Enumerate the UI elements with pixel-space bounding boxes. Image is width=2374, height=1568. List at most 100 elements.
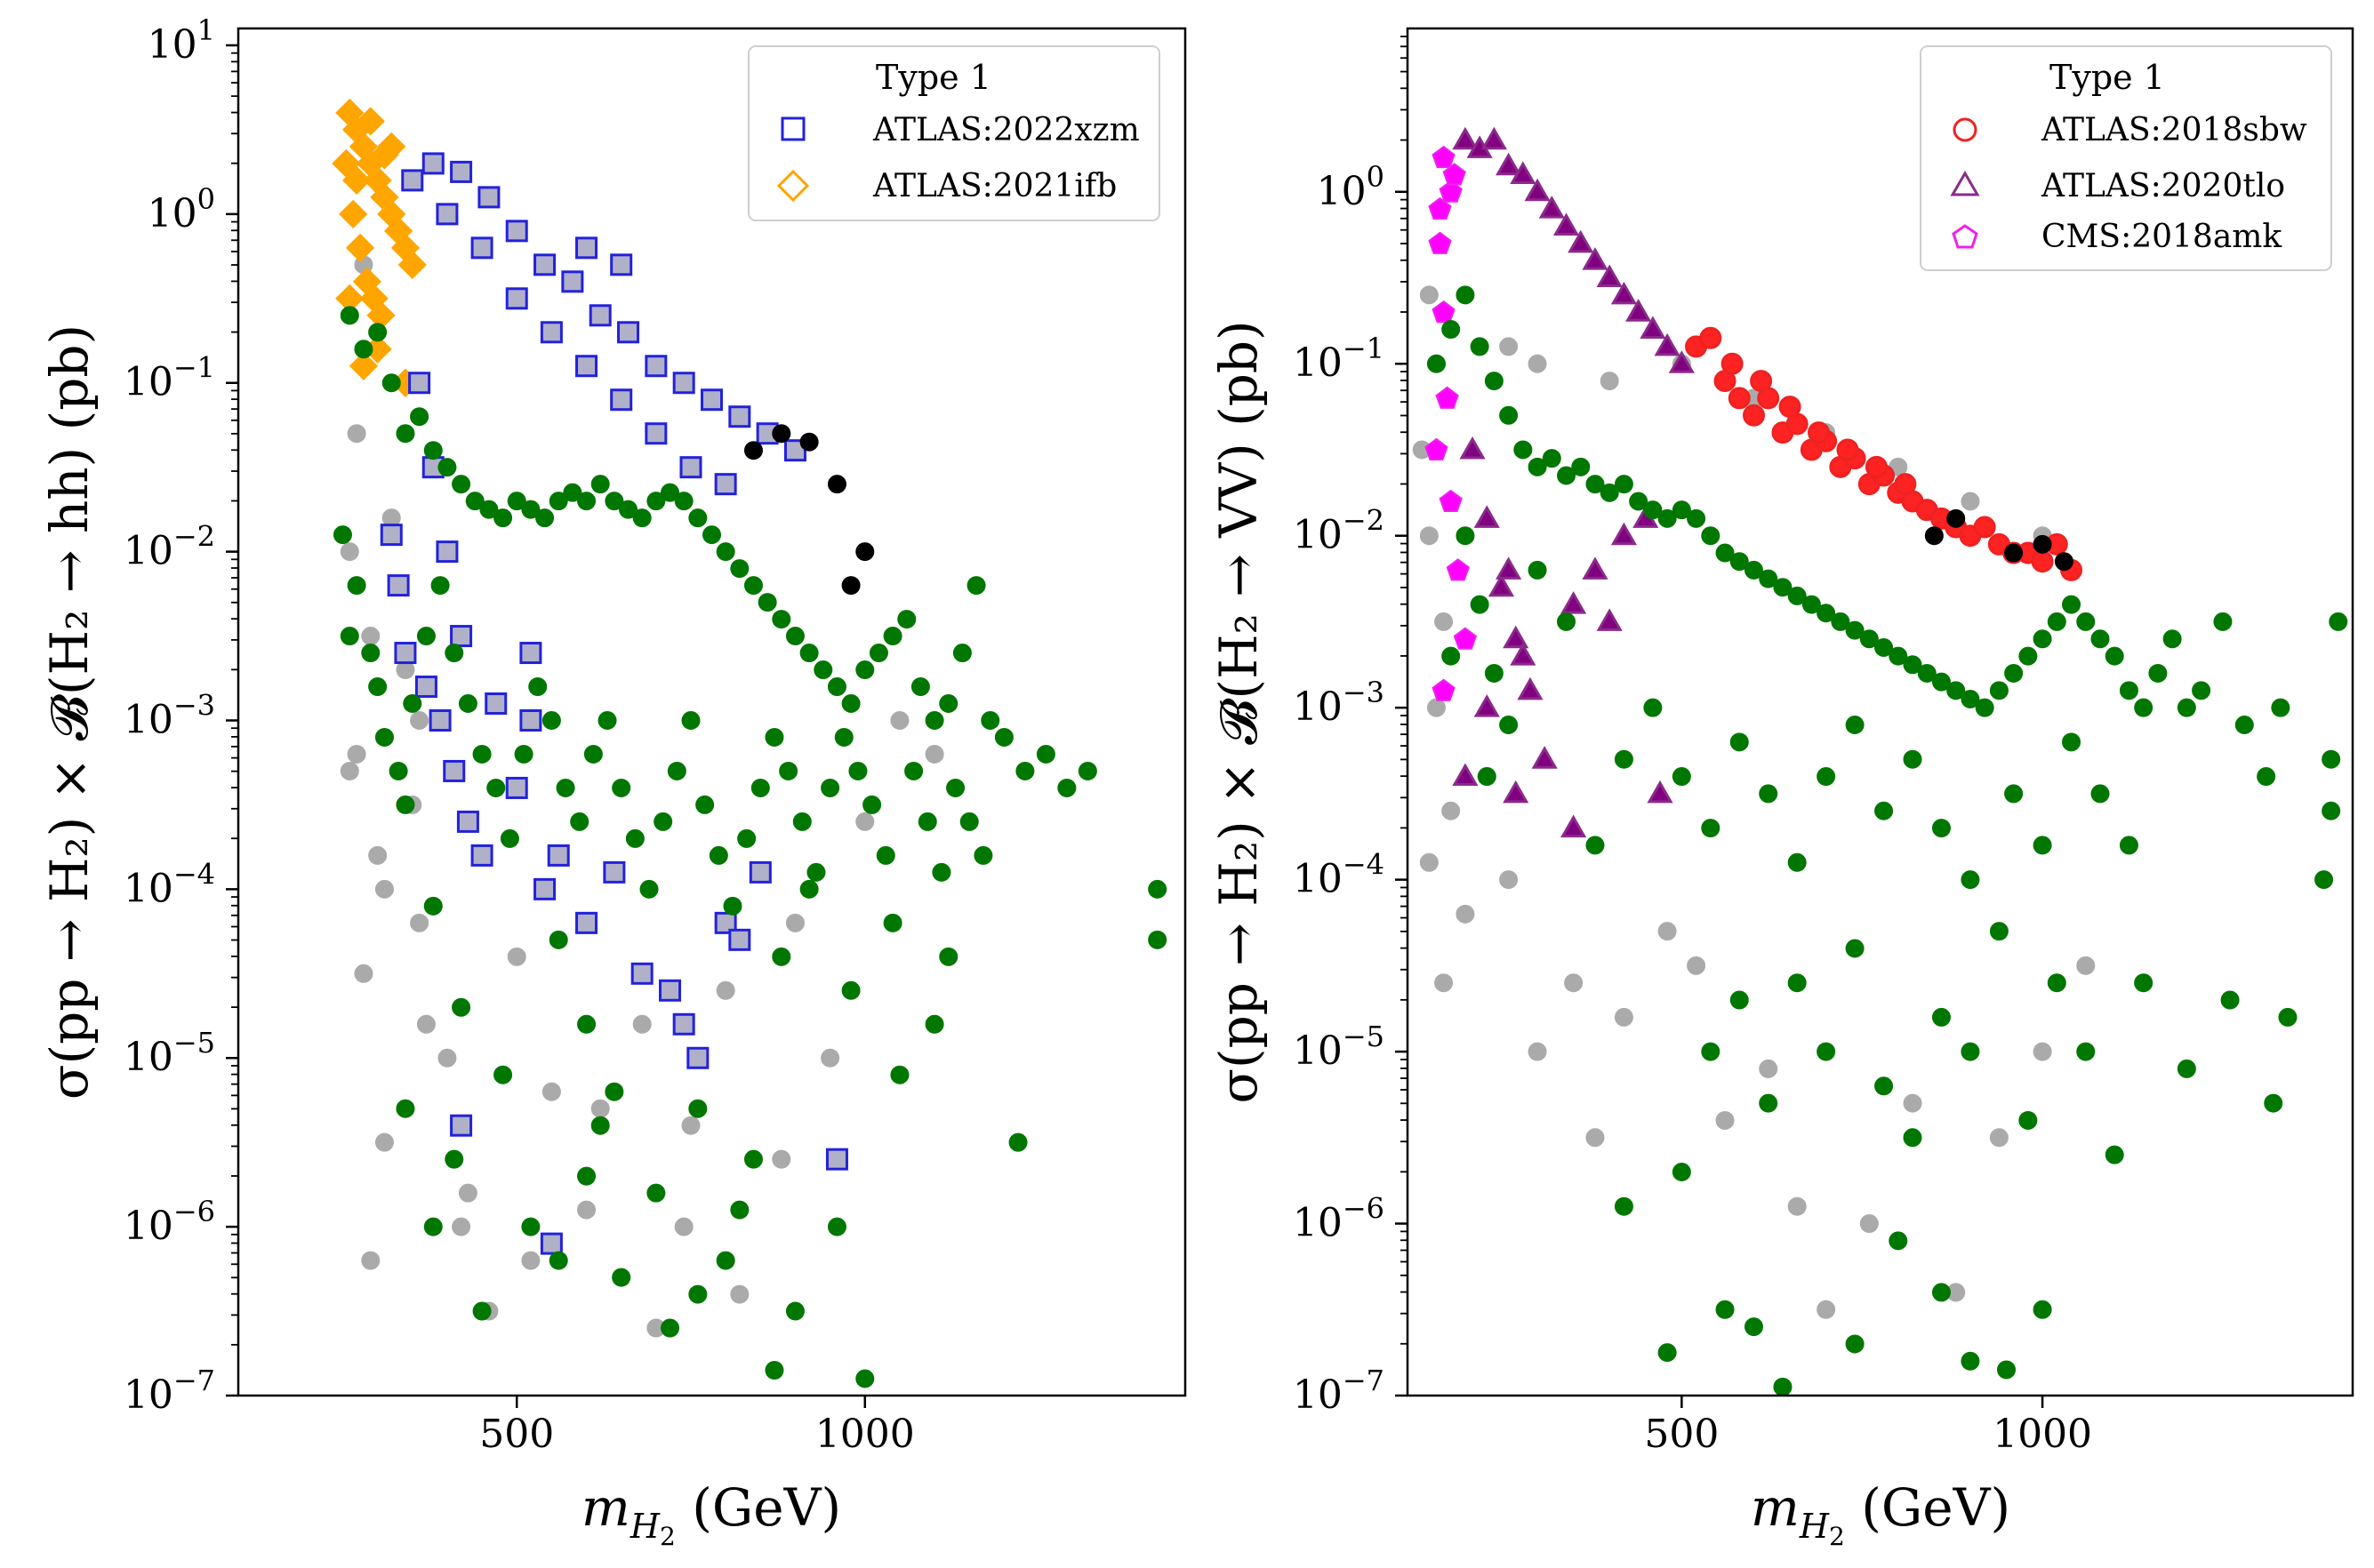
left-point-green [1036,744,1055,764]
right-point-green [1470,337,1489,356]
right-point-purple [1596,608,1623,631]
left-point-orange [339,199,368,228]
left-point-green [855,660,875,680]
right-point-green [1470,595,1489,614]
left-point-blue [686,1046,710,1069]
right-point-green [1715,543,1735,563]
left-point-gray [361,1251,381,1270]
right-point-green [2322,801,2341,820]
left-point-blue [728,928,751,951]
left-point-green [381,373,401,393]
diamond-marker-icon [776,169,810,203]
right-point-green [1845,939,1865,958]
left-point-green [785,627,805,646]
right-point-green [2004,663,2024,683]
right-point-green [1989,922,2009,941]
right-point-green [1817,604,1836,623]
left-point-green [479,500,499,519]
right-point-green [1672,767,1691,787]
left-point-gray [590,1099,610,1118]
right-point-green [1744,1317,1763,1337]
left-point-blue [603,860,626,884]
left-point-green [994,727,1014,747]
right-point-green [1701,819,1720,838]
right-point-magenta [1442,163,1466,186]
left-point-blue [470,844,493,867]
left-point-green [925,1014,944,1034]
left-point-gray [396,660,415,680]
right-legend: Type 1 ATLAS:2018sbw ATLAS:2020tlo CMS:2… [1920,45,2332,271]
right-point-green [1614,1196,1633,1216]
left-point-green [834,727,854,747]
left-point-green [876,845,895,865]
right-point-black [1946,508,1966,528]
square-marker-icon [781,116,806,141]
left-point-blue [436,540,459,564]
right-point-gray [2033,1042,2052,1061]
right-point-green [2105,1145,2124,1164]
left-point-green [1148,930,1167,949]
left-points [332,98,1167,1388]
left-point-green [654,812,673,831]
left-point-orange [332,148,361,179]
left-chart: 500 1000 101 100 10−1 10−2 10−3 10−4 10−5 10−6 10−… [39,13,1187,1551]
left-point-green [966,576,986,596]
left-point-blue [505,287,528,310]
right-point-green [1585,836,1605,855]
right-point-green [2213,612,2233,631]
right-point-purple [1668,350,1695,373]
right-point-green [2220,990,2240,1010]
left-point-green [605,492,624,511]
left-point-green [605,1082,624,1101]
left-point-gray [681,1116,701,1135]
right-point-magenta [1432,678,1456,701]
right-point-purple [1596,264,1623,288]
right-point-black [2004,543,2024,563]
right-legend-entry-cms-2018amk: CMS:2018amk [2041,219,2282,255]
right-point-green [1744,560,1763,580]
left-point-green [507,492,526,511]
right-point-green [1629,492,1648,511]
right-point-green [1975,698,1994,717]
right-x-axis-label: mH2 (GeV) [1751,1477,2010,1551]
left-point-green [806,862,826,882]
left-point-green [590,475,610,494]
right-point-purple [1480,126,1507,150]
left-point-green [932,862,951,882]
right-point-green [2062,732,2081,752]
left-point-green [688,1284,708,1304]
left-point-green [1148,879,1167,899]
left-point-green [556,778,575,797]
left-point-green [862,795,882,814]
left-point-green [1015,761,1035,780]
left-point-blue [659,979,682,1002]
right-point-green [1903,655,1922,675]
left-point-green [827,1217,846,1236]
right-points [1412,126,2348,1396]
right-point-green [1831,612,1850,631]
right-point-purple [1510,161,1536,184]
left-axes: 500 1000 101 100 10−1 10−2 10−3 10−4 10−5 10−6 10−… [124,13,915,1457]
left-y-tick-label: 10−1 [124,351,215,405]
left-point-gray [632,1014,652,1034]
right-point-green [2234,716,2254,735]
left-point-green [340,306,359,325]
right-y-tick-label: 10−6 [1293,1192,1384,1246]
right-legend-entry-atlas-2020tlo: ATLAS:2020tlo [2041,168,2285,204]
right-point-gray [1419,285,1439,305]
right-point-gray [1499,337,1519,356]
left-point-green [521,1217,541,1236]
left-point-green [841,980,861,1000]
right-y-tick-label: 10−1 [1293,332,1384,386]
left-point-blue [519,642,542,665]
left-point-green [758,593,777,612]
left-point-green [549,930,568,949]
left-point-gray [374,879,394,899]
right-point-gray [2076,956,2096,975]
right-point-green [2192,681,2211,700]
right-y-axis-label: σ(pp → H₂) × 𝓑(H₂ → VV) (pb) [1208,320,1269,1103]
right-point-purple [1459,436,1486,460]
left-point-green [716,542,735,562]
left-point-blue [450,625,473,648]
right-point-gray [1528,354,1547,373]
